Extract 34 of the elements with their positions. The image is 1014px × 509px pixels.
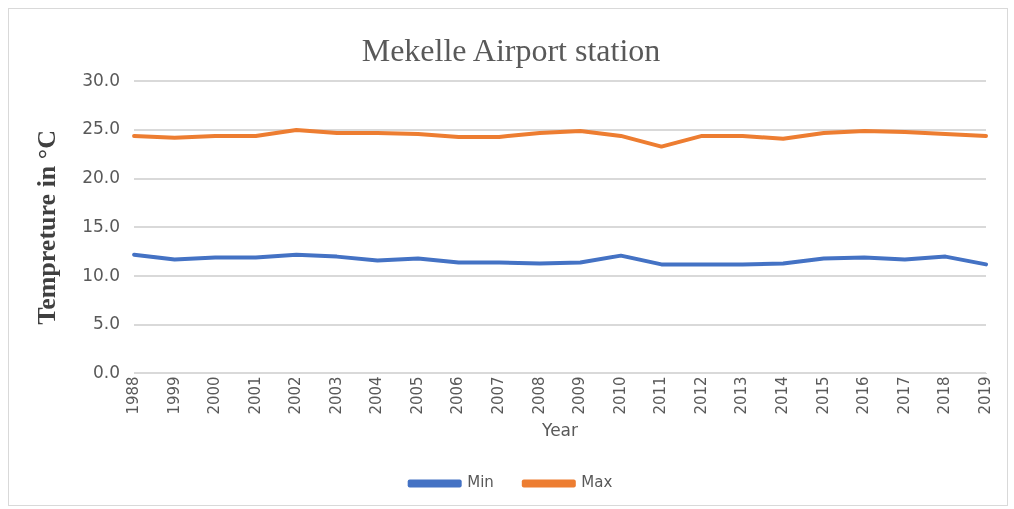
y-tick-label: 5.0 <box>93 313 121 334</box>
x-tick-label: 2009 <box>570 376 589 415</box>
x-tick-label: 2006 <box>448 376 467 415</box>
x-tick-label: 2016 <box>854 376 873 415</box>
x-tick-label: 2012 <box>691 376 710 415</box>
x-tick-label: 2004 <box>367 376 386 415</box>
y-tick-label: 20.0 <box>82 167 121 188</box>
y-tick-label: 30.0 <box>82 69 121 90</box>
x-tick-label: 2000 <box>205 376 224 415</box>
y-tick-label: 15.0 <box>82 215 121 236</box>
x-tick-label: 2007 <box>489 376 508 415</box>
x-tick-label: 1999 <box>164 376 183 415</box>
y-tick-label: 0.0 <box>93 361 121 382</box>
x-tick-label: 2008 <box>529 376 548 415</box>
y-axis-title: Tempreture in °C <box>32 130 62 325</box>
legend-label: Max <box>581 473 613 492</box>
legend-label: Min <box>467 473 494 492</box>
x-tick-label: 2001 <box>245 376 264 415</box>
x-tick-label: 2010 <box>610 376 629 415</box>
chart-title: Mekelle Airport station <box>361 31 661 68</box>
x-tick-label: 2002 <box>286 376 305 415</box>
x-tick-label: 2019 <box>975 376 994 415</box>
x-tick-label: 2011 <box>651 376 670 415</box>
x-tick-label: 2015 <box>813 376 832 415</box>
y-tick-label: 25.0 <box>82 118 121 139</box>
x-tick-label: 2017 <box>894 376 913 415</box>
x-tick-label: 2005 <box>407 376 426 415</box>
x-axis-title: Year <box>541 420 579 441</box>
x-tick-label: 2003 <box>326 376 345 415</box>
x-tick-label: 2014 <box>773 376 792 415</box>
y-tick-label: 10.0 <box>82 264 121 285</box>
x-tick-label: 2013 <box>732 376 751 415</box>
x-tick-label: 2018 <box>935 376 954 415</box>
x-tick-label: 1988 <box>123 376 142 415</box>
